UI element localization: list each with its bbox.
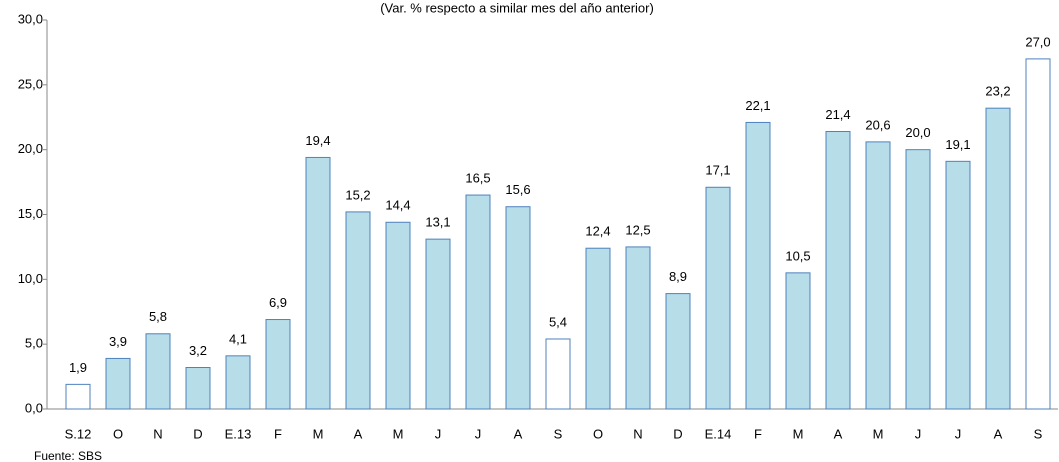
x-tick-label: M (873, 426, 884, 441)
data-label: 15,6 (505, 182, 530, 197)
x-tick-label: A (994, 426, 1003, 441)
x-tick-label: E.14 (705, 426, 732, 441)
bar (105, 357, 131, 410)
data-label: 21,4 (825, 107, 850, 122)
x-tick-label: S (554, 426, 563, 441)
data-label: 10,5 (785, 248, 810, 263)
x-tick-label: A (834, 426, 843, 441)
x-tick-label: A (514, 426, 523, 441)
data-label: 3,2 (189, 343, 207, 358)
y-tick-label: 15,0 (18, 206, 43, 221)
bar (985, 107, 1011, 410)
data-label: 19,4 (305, 133, 330, 148)
bar (865, 141, 891, 410)
bar (665, 293, 691, 410)
x-tick-label: M (393, 426, 404, 441)
y-tick-label: 10,0 (18, 271, 43, 286)
data-label: 20,6 (865, 117, 890, 132)
x-tick-label: F (754, 426, 762, 441)
data-label: 13,1 (425, 215, 450, 230)
x-tick-label: N (633, 426, 642, 441)
bar (145, 333, 171, 410)
x-tick-label: M (313, 426, 324, 441)
bar (465, 194, 491, 410)
bar (705, 186, 731, 410)
bar (305, 156, 331, 410)
x-tick-label: M (793, 426, 804, 441)
data-label: 17,1 (705, 163, 730, 178)
data-label: 14,4 (385, 198, 410, 213)
y-tick-label: 20,0 (18, 141, 43, 156)
bar (65, 383, 91, 410)
data-label: 5,4 (549, 314, 567, 329)
bar (505, 206, 531, 410)
x-tick-label: A (354, 426, 363, 441)
bar (225, 355, 251, 410)
x-tick-label: J (435, 426, 442, 441)
bar (945, 160, 971, 410)
x-tick-label: O (593, 426, 603, 441)
y-tick-label: 30,0 (18, 11, 43, 26)
bar (545, 338, 571, 410)
bar (1025, 58, 1051, 410)
data-label: 23,2 (985, 84, 1010, 99)
data-label: 12,5 (625, 222, 650, 237)
y-tick-label: 5,0 (25, 336, 43, 351)
data-label: 3,9 (109, 334, 127, 349)
bar (345, 211, 371, 410)
data-label: 20,0 (905, 125, 930, 140)
bar (185, 367, 211, 410)
x-tick-label: J (915, 426, 922, 441)
x-tick-label: S (1034, 426, 1043, 441)
bar (625, 246, 651, 410)
data-label: 12,4 (585, 224, 610, 239)
data-label: 4,1 (229, 331, 247, 346)
chart-subtitle: (Var. % respecto a similar mes del año a… (380, 0, 654, 15)
x-tick-label: E.13 (225, 426, 252, 441)
x-tick-label: F (274, 426, 282, 441)
source-note: Fuente: SBS (34, 449, 102, 462)
x-tick-label: N (153, 426, 162, 441)
data-label: 5,8 (149, 309, 167, 324)
x-tick-label: D (193, 426, 202, 441)
x-tick-label: S.12 (65, 426, 92, 441)
bar (585, 247, 611, 410)
bar (425, 238, 451, 410)
data-label: 6,9 (269, 295, 287, 310)
data-label: 15,2 (345, 187, 370, 202)
x-tick-label: O (113, 426, 123, 441)
bar (825, 131, 851, 410)
x-tick-label: J (475, 426, 482, 441)
x-tick-label: D (673, 426, 682, 441)
data-label: 16,5 (465, 170, 490, 185)
bar (785, 272, 811, 410)
data-label: 27,0 (1025, 34, 1050, 49)
bar (385, 221, 411, 410)
data-label: 19,1 (945, 137, 970, 152)
bar (745, 121, 771, 410)
y-tick-label: 0,0 (25, 400, 43, 415)
y-tick-label: 25,0 (18, 76, 43, 91)
x-tick-label: J (955, 426, 962, 441)
bar (905, 149, 931, 410)
data-label: 8,9 (669, 269, 687, 284)
bar (265, 319, 291, 410)
data-label: 22,1 (745, 98, 770, 113)
data-label: 1,9 (69, 360, 87, 375)
